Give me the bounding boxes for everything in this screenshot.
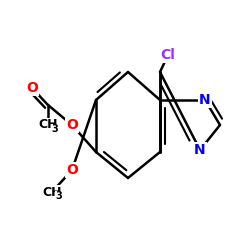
Text: N: N xyxy=(194,143,206,157)
Text: O: O xyxy=(66,118,78,132)
Text: 3: 3 xyxy=(56,191,62,201)
Text: O: O xyxy=(26,81,38,95)
Text: 3: 3 xyxy=(52,124,59,134)
Text: O: O xyxy=(66,163,78,177)
Text: N: N xyxy=(199,93,211,107)
Text: CH: CH xyxy=(42,186,62,198)
Text: CH: CH xyxy=(38,118,58,132)
Text: Cl: Cl xyxy=(160,48,176,62)
